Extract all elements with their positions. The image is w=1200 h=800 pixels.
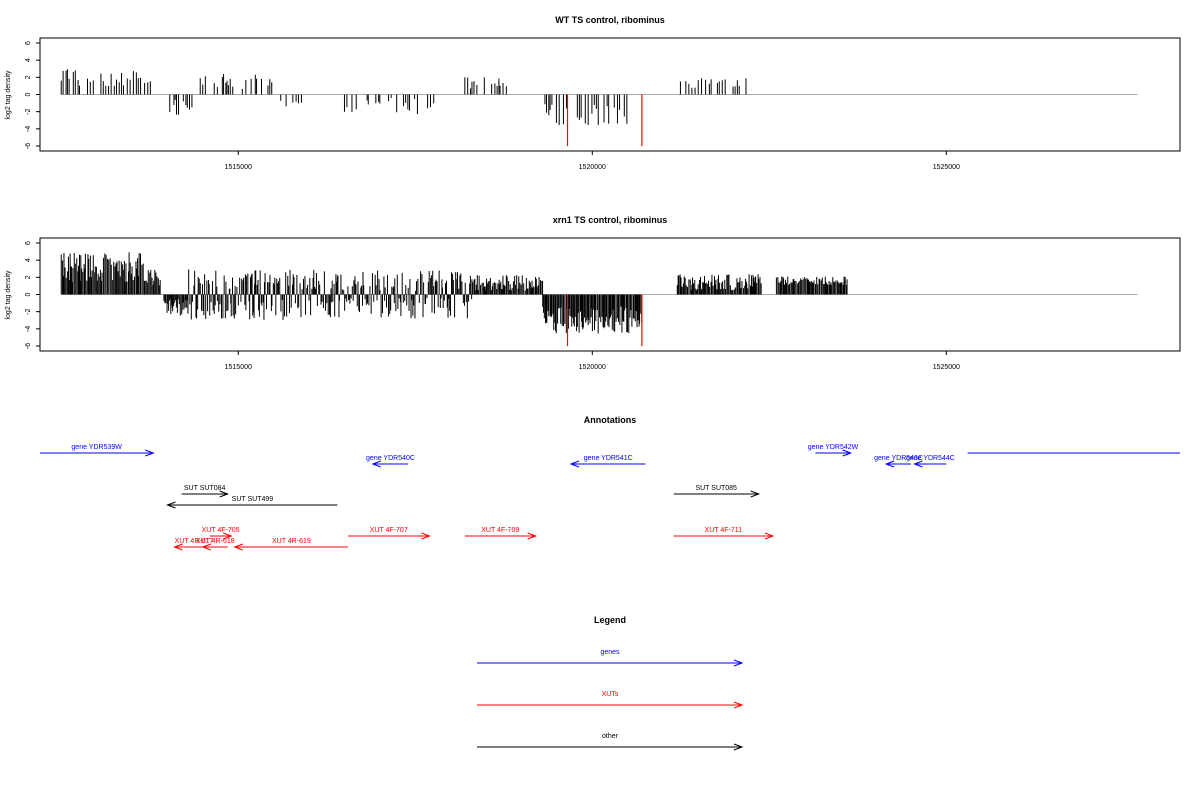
- feature-label: gene YDR540C: [366, 455, 415, 462]
- density-series: [60, 252, 848, 334]
- feature-label: XUT 4R-617: [175, 538, 214, 545]
- feature-other: SUT SUT085: [673, 485, 761, 498]
- feature-label: SUT SUT499: [232, 496, 274, 503]
- x-tick-label: 1515000: [225, 164, 252, 171]
- y-tick-label: 6: [25, 41, 32, 45]
- feature-label: gene YDR544C: [906, 455, 955, 462]
- y-tick-label: 2: [25, 275, 32, 279]
- legend-label: other: [602, 733, 619, 740]
- y-tick-label: 6: [25, 241, 32, 245]
- y-tick-label: -2: [25, 108, 32, 114]
- feature-gene: gene YDR543C: [874, 455, 923, 468]
- y-tick-label: 0: [25, 292, 32, 296]
- feature-label: gene YDR541C: [584, 455, 633, 462]
- feature-label: XUT 4F-707: [370, 527, 408, 534]
- y-tick-label: 0: [25, 92, 32, 96]
- arrowhead-icon: [733, 743, 744, 751]
- feature-other: SUT SUT499: [166, 496, 338, 509]
- arrowhead-icon: [166, 501, 176, 509]
- arrowhead-icon: [173, 543, 183, 551]
- arrowhead-icon: [145, 449, 155, 457]
- feature-xut: XUT 4F-707: [348, 527, 431, 540]
- y-tick-label: 4: [25, 58, 32, 62]
- arrowhead-icon: [233, 543, 243, 551]
- density-series: [60, 69, 747, 126]
- feature-label: gene YDR543C: [874, 455, 923, 462]
- x-tick-label: 1525000: [933, 364, 960, 371]
- arrowhead-icon: [219, 490, 230, 498]
- arrowhead-icon: [884, 460, 895, 468]
- feature-gene: gene YDR539W: [40, 444, 155, 457]
- feature-label: XUT 4F-709: [481, 527, 519, 534]
- feature-xut: XUT 4R-618: [196, 538, 235, 551]
- arrowhead-icon: [569, 460, 580, 468]
- feature-label: XUT 4R-619: [272, 538, 311, 545]
- arrowhead-icon: [764, 532, 775, 540]
- panel-title: xrn1 TS control, ribominus: [553, 215, 668, 225]
- arrowhead-icon: [371, 460, 381, 468]
- x-tick-label: 1520000: [579, 364, 606, 371]
- arrowhead-icon: [223, 532, 233, 540]
- arrowhead-icon: [913, 460, 923, 468]
- feature-other: SUT SUT084: [181, 485, 230, 498]
- arrowhead-icon: [527, 532, 538, 540]
- y-tick-label: 4: [25, 258, 32, 262]
- feature-label: gene YDR539W: [71, 444, 122, 451]
- arrowhead-icon: [842, 449, 853, 457]
- arrowhead-icon: [733, 659, 744, 667]
- annotations-panel: Annotations gene YDR539W gene YDR540C gene …: [40, 415, 1180, 551]
- panel-1: WT TS control, ribominus log2 tag density…: [5, 15, 1181, 171]
- feature-xut: XUT 4F-705: [202, 527, 240, 540]
- x-tick-label: 1520000: [579, 164, 606, 171]
- arrowhead-icon: [421, 532, 431, 540]
- y-tick-label: -6: [25, 343, 32, 349]
- feature-label: SUT SUT085: [695, 485, 737, 492]
- y-tick-label: -4: [25, 326, 32, 332]
- feature-label: SUT SUT084: [184, 485, 226, 492]
- feature-label: XUT 4F-705: [202, 527, 240, 534]
- arrowhead-icon: [750, 490, 761, 498]
- y-tick-label: -2: [25, 308, 32, 314]
- feature-xut: XUT 4R-619: [233, 538, 349, 551]
- feature-xut: XUT 4F-709: [464, 527, 538, 540]
- legend-label: genes: [600, 649, 620, 656]
- arrowhead-icon: [201, 543, 212, 551]
- feature-xut: XUT 4F-711: [673, 527, 775, 540]
- legend-item-xut: XUTs: [477, 691, 744, 709]
- legend-item-gene: genes: [477, 649, 744, 667]
- legend-item-other: other: [477, 733, 744, 751]
- feature-gene: gene YDR540C: [366, 455, 415, 468]
- arrowhead-icon: [733, 701, 744, 709]
- feature-label: XUT 4F-711: [705, 527, 743, 534]
- feature-label: gene YDR542W: [808, 444, 859, 451]
- y-tick-label: -4: [25, 126, 32, 132]
- feature-gene: gene YDR542W: [808, 444, 859, 457]
- panel-title: WT TS control, ribominus: [555, 15, 665, 25]
- feature-gene: gene YDR541C: [569, 455, 646, 468]
- annotations-title: Annotations: [584, 415, 637, 425]
- feature-label: XUT 4R-618: [196, 538, 235, 545]
- y-tick-label: -6: [25, 143, 32, 149]
- x-tick-label: 1525000: [933, 164, 960, 171]
- y-tick-label: 2: [25, 75, 32, 79]
- x-tick-label: 1515000: [225, 364, 252, 371]
- y-axis-label: log2 tag density: [5, 70, 12, 120]
- y-axis-label: log2 tag density: [5, 270, 12, 320]
- panel-2: xrn1 TS control, ribominus log2 tag densi…: [5, 215, 1181, 371]
- legend-label: XUTs: [602, 691, 619, 698]
- legend-title: Legend: [594, 615, 626, 625]
- legend: Legend genes XUTs other: [477, 615, 744, 751]
- feature-gene: gene YDR544C: [906, 455, 955, 468]
